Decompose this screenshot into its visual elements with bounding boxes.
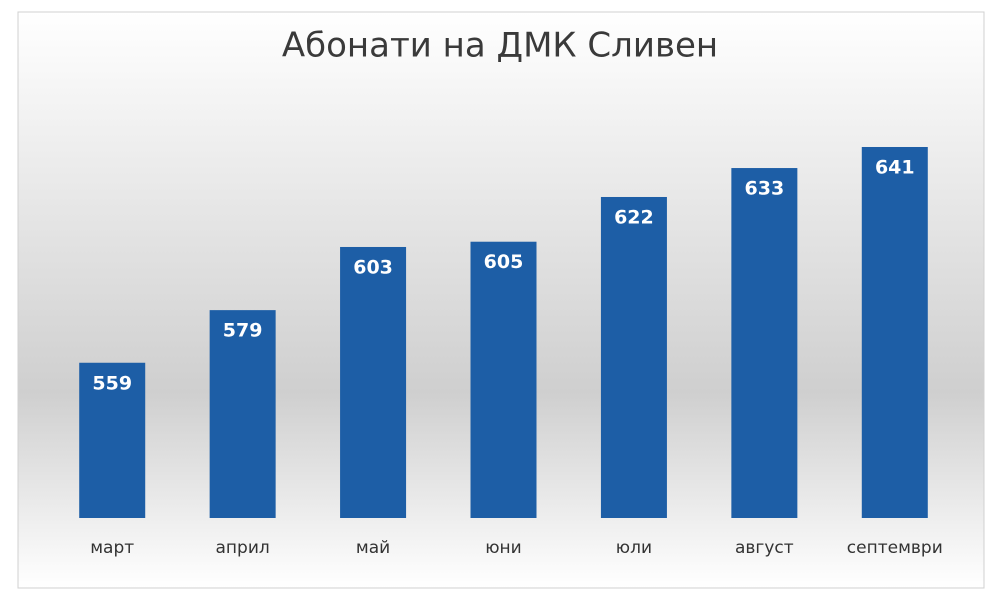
bar bbox=[79, 362, 146, 518]
bar bbox=[209, 310, 276, 518]
x-tick-label: юли bbox=[616, 538, 652, 558]
bar bbox=[600, 196, 667, 519]
value-label: 603 bbox=[353, 256, 393, 278]
x-tick-label: юни bbox=[485, 538, 521, 558]
value-label: 633 bbox=[745, 178, 785, 200]
x-tick-label: май bbox=[356, 538, 390, 558]
value-label: 622 bbox=[614, 206, 654, 228]
value-label: 605 bbox=[484, 251, 524, 273]
value-label: 641 bbox=[875, 156, 915, 178]
chart-title: Абонати на ДМК Сливен bbox=[282, 26, 718, 66]
bar bbox=[861, 146, 928, 518]
bar bbox=[731, 168, 798, 518]
x-tick-label: март bbox=[90, 538, 134, 558]
bar bbox=[340, 246, 407, 518]
bar bbox=[470, 241, 537, 518]
x-tick-label: април bbox=[216, 538, 270, 558]
value-label: 579 bbox=[223, 320, 263, 342]
x-tick-label: август bbox=[735, 538, 794, 558]
value-label: 559 bbox=[92, 372, 132, 394]
x-tick-label: септември bbox=[847, 538, 943, 558]
